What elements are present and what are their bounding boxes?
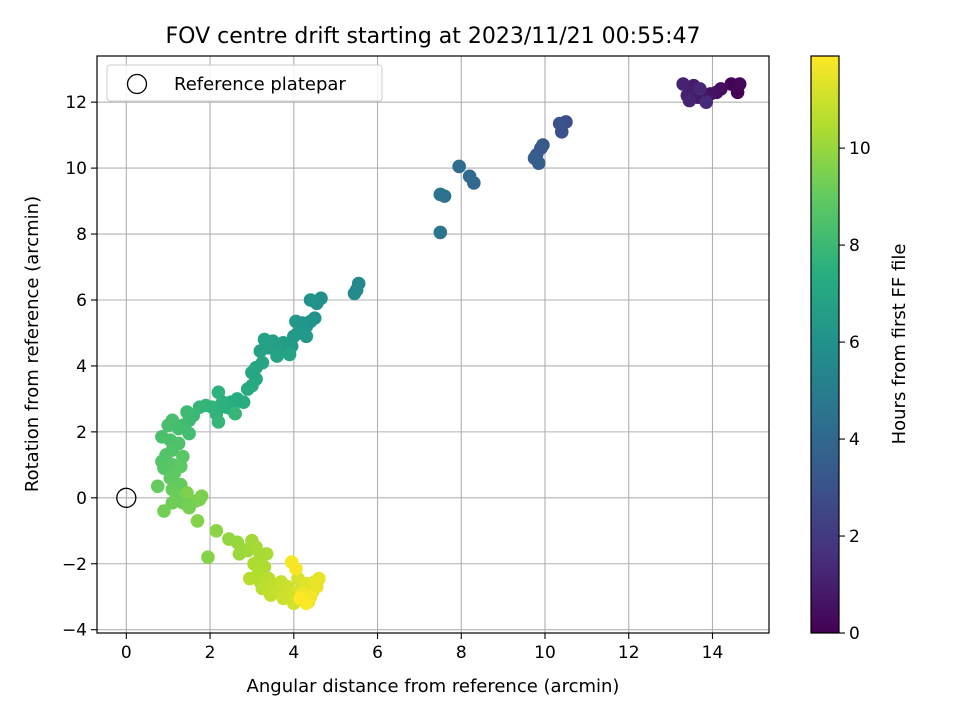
colorbar-tick-label: 2 bbox=[849, 527, 860, 547]
legend-label: Reference platepar bbox=[174, 74, 346, 95]
data-point bbox=[209, 523, 224, 538]
axis-ticks: 0 2 4 6 8 10 12 14 −4 −2 0 2 4 6 8 10 12 bbox=[62, 93, 723, 663]
data-point bbox=[182, 500, 196, 515]
data-point bbox=[194, 489, 209, 503]
data-point bbox=[552, 116, 567, 131]
x-tick-label: 6 bbox=[372, 643, 383, 663]
data-point bbox=[682, 93, 697, 108]
y-tick-label: 12 bbox=[65, 93, 87, 113]
colorbar-gradient bbox=[811, 56, 839, 633]
x-tick-label: 10 bbox=[534, 643, 556, 663]
data-point bbox=[259, 547, 274, 561]
x-axis-label: Angular distance from reference (arcmin) bbox=[247, 676, 620, 697]
reference-marker-layer bbox=[116, 487, 137, 508]
legend-box bbox=[106, 64, 383, 102]
x-tick-label: 14 bbox=[702, 643, 724, 663]
data-points bbox=[150, 77, 747, 611]
colorbar-ticks: 0 2 4 6 8 10 bbox=[839, 139, 871, 644]
data-point bbox=[732, 77, 747, 91]
data-point bbox=[240, 382, 255, 396]
chart-title: FOV centre drift starting at 2023/11/21 … bbox=[166, 24, 701, 49]
plot-frame bbox=[96, 55, 770, 634]
data-point bbox=[150, 479, 165, 494]
y-tick-label: −2 bbox=[62, 555, 87, 575]
y-tick-label: 0 bbox=[76, 489, 87, 509]
x-tick-label: 8 bbox=[456, 643, 467, 663]
colorbar-tick-label: 10 bbox=[849, 139, 871, 159]
data-point bbox=[452, 159, 466, 174]
data-point bbox=[289, 314, 303, 329]
data-point bbox=[211, 385, 226, 400]
data-point bbox=[243, 571, 257, 586]
data-point bbox=[180, 486, 194, 500]
legend-marker bbox=[126, 73, 148, 95]
y-tick-label: 10 bbox=[65, 159, 87, 179]
data-point bbox=[693, 82, 707, 96]
data-point bbox=[310, 580, 324, 594]
colorbar-tick-label: 4 bbox=[849, 430, 860, 450]
data-point bbox=[270, 349, 284, 363]
colorbar-frame bbox=[810, 55, 840, 634]
grid bbox=[97, 56, 769, 633]
y-axis-label: Rotation from reference (arcmin) bbox=[22, 196, 43, 492]
data-point bbox=[257, 332, 272, 347]
data-point bbox=[282, 347, 297, 362]
data-point bbox=[163, 471, 178, 485]
data-point bbox=[201, 550, 215, 564]
x-tick-label: 4 bbox=[288, 643, 299, 663]
x-tick-label: 2 bbox=[205, 643, 216, 663]
x-tick-label: 12 bbox=[618, 643, 640, 663]
colorbar-tick-label: 6 bbox=[849, 333, 860, 353]
y-tick-label: 2 bbox=[76, 423, 87, 443]
data-point bbox=[253, 344, 268, 358]
legend: Reference platepar bbox=[106, 64, 383, 102]
data-point bbox=[676, 77, 690, 91]
colorbar-tick-label: 0 bbox=[849, 624, 860, 644]
colorbar: 0 2 4 6 8 10 Hours from first FF file bbox=[810, 55, 910, 644]
data-point bbox=[161, 418, 175, 433]
data-point bbox=[157, 504, 171, 518]
data-point bbox=[293, 591, 307, 606]
y-tick-label: 6 bbox=[76, 291, 87, 311]
data-point bbox=[433, 225, 448, 240]
data-point bbox=[228, 406, 242, 421]
data-point bbox=[462, 169, 477, 184]
colorbar-tick-label: 8 bbox=[849, 236, 860, 256]
data-point bbox=[347, 286, 362, 301]
reference-platepar-marker bbox=[116, 487, 137, 508]
y-tick-label: −4 bbox=[62, 621, 87, 641]
data-point bbox=[182, 426, 196, 441]
data-point bbox=[699, 95, 713, 109]
data-point bbox=[289, 561, 303, 576]
x-tick-label: 0 bbox=[121, 643, 132, 663]
colorbar-label: Hours from first FF file bbox=[889, 244, 910, 445]
data-point bbox=[303, 293, 318, 307]
data-point bbox=[180, 405, 194, 419]
data-point bbox=[299, 329, 314, 344]
y-tick-label: 8 bbox=[76, 225, 87, 245]
data-point bbox=[190, 514, 205, 528]
data-point bbox=[165, 495, 180, 510]
y-tick-label: 4 bbox=[76, 357, 87, 377]
data-point bbox=[211, 415, 226, 429]
data-point bbox=[531, 156, 546, 170]
data-point bbox=[433, 187, 448, 202]
